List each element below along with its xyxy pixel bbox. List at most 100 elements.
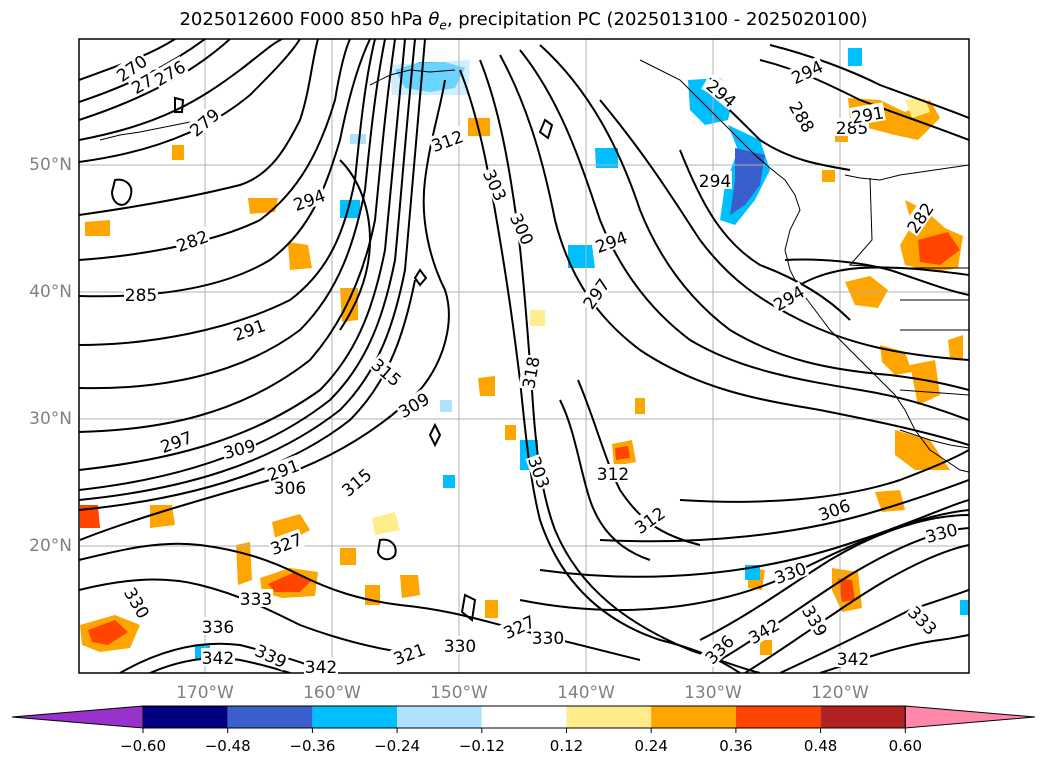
colorbar-tick-label: −0.36 bbox=[289, 737, 336, 755]
colorbar-bin bbox=[397, 706, 482, 728]
colorbar-bin bbox=[312, 706, 398, 728]
contour-label-bg bbox=[591, 226, 631, 256]
contour-label-bg bbox=[150, 56, 189, 89]
contour-label-bg bbox=[156, 426, 196, 456]
contour-label-bg bbox=[124, 285, 158, 303]
colorbar-bin bbox=[820, 706, 906, 728]
contour-label-bg bbox=[394, 388, 433, 421]
contour-label: 288 bbox=[784, 98, 818, 136]
contour-label: 285 bbox=[125, 286, 157, 306]
colorbar-over-extend bbox=[904, 705, 1036, 729]
contour-label: 342 bbox=[305, 658, 337, 678]
contour-label: 312 bbox=[597, 465, 629, 485]
contour-label-bg bbox=[786, 97, 819, 136]
contour-label-bg bbox=[849, 102, 886, 126]
coastline bbox=[99, 59, 969, 473]
contour-label-bg bbox=[239, 589, 273, 607]
colorbar bbox=[11, 705, 1036, 733]
contour-label-bg bbox=[700, 630, 738, 668]
contour-label-bg bbox=[427, 125, 467, 155]
colorbar-tick-label: 0.24 bbox=[634, 737, 668, 755]
contour-label: 330 bbox=[532, 629, 564, 649]
contour-label: 282 bbox=[174, 227, 211, 257]
contour-label-bg bbox=[836, 649, 870, 667]
colorbar-bin bbox=[735, 706, 821, 728]
theta-e-contours bbox=[79, 39, 969, 673]
contour-label: 309 bbox=[395, 389, 433, 423]
lat-label-50n: 50°N bbox=[29, 155, 72, 175]
contour-label: 294 bbox=[770, 282, 808, 316]
contour-label: 315 bbox=[338, 465, 376, 501]
precipitation-negative-shading bbox=[195, 48, 969, 660]
contour-label-bg bbox=[443, 636, 477, 654]
contour-label-bg bbox=[596, 464, 630, 482]
contour-label-bg bbox=[770, 557, 810, 587]
contour-label: 279 bbox=[186, 105, 224, 141]
colorbar-bin bbox=[651, 706, 736, 728]
contour-label: 306 bbox=[816, 496, 853, 526]
lon-label-170w: 170°W bbox=[176, 683, 234, 703]
map-title: 2025012600 F000 850 hPa θe, precipitatio… bbox=[179, 9, 868, 33]
contour-label: 306 bbox=[274, 479, 306, 499]
contour-label-bg bbox=[337, 463, 375, 500]
contour-label-bg bbox=[769, 281, 808, 314]
colorbar-under-extend bbox=[11, 705, 144, 729]
lon-label-120w: 120°W bbox=[811, 683, 869, 703]
lon-label-140w: 140°W bbox=[557, 683, 615, 703]
colorbar-tick-label: 0.12 bbox=[549, 737, 584, 755]
contour-label-bg bbox=[902, 198, 937, 237]
contour-label: 297 bbox=[580, 275, 615, 313]
contour-label-bg bbox=[630, 502, 669, 537]
contour-label-bg bbox=[525, 452, 555, 492]
contour-label-bg bbox=[201, 648, 235, 666]
contour-label-bg bbox=[185, 103, 223, 140]
contour-label-bg bbox=[518, 354, 542, 391]
contour-label-bg bbox=[814, 494, 854, 524]
lat-label-40n: 40°N bbox=[29, 282, 72, 302]
contour-label-bg bbox=[263, 454, 303, 484]
contour-label: 330 bbox=[119, 584, 153, 622]
contour-label: 297 bbox=[158, 428, 195, 458]
contour-label: 294 bbox=[291, 186, 328, 216]
contour-label: 330 bbox=[923, 520, 960, 548]
contour-label-bg bbox=[112, 50, 151, 85]
contour-label-bg bbox=[266, 528, 306, 558]
contour-label: 315 bbox=[367, 355, 405, 391]
contour-label: 294 bbox=[593, 228, 630, 258]
contour-label-bg bbox=[698, 171, 732, 189]
colorbar-tick-label: −0.60 bbox=[120, 737, 166, 755]
contour-label-bg bbox=[121, 583, 154, 622]
contour-label-bg bbox=[922, 519, 960, 546]
contour-label: 312 bbox=[631, 504, 669, 539]
colorbar-frame bbox=[142, 705, 906, 729]
lon-label-150w: 150°W bbox=[430, 683, 488, 703]
contour-label-bg bbox=[531, 628, 565, 646]
contour-label-bg bbox=[289, 184, 329, 214]
contour-label-bg bbox=[273, 478, 307, 496]
contour-label-bg bbox=[201, 617, 235, 635]
lat-label-20n: 20°N bbox=[29, 536, 72, 556]
contour-label-bg bbox=[499, 610, 538, 642]
colorbar-tick-label: 0.60 bbox=[888, 737, 922, 755]
contour-label-bg bbox=[304, 657, 338, 675]
contour-label-bg bbox=[744, 614, 783, 647]
contour-label-bg bbox=[578, 274, 613, 313]
colorbar-tick-label: −0.24 bbox=[374, 737, 421, 755]
contour-label-bg bbox=[389, 638, 429, 668]
colorbar-bin bbox=[566, 706, 652, 728]
contour-label-bg bbox=[229, 314, 269, 344]
colorbar-bin bbox=[143, 706, 228, 728]
contour-label-bg bbox=[368, 353, 406, 390]
contour-label-bg bbox=[904, 601, 942, 639]
contour-label-bg bbox=[703, 74, 741, 111]
colorbar-bin bbox=[227, 706, 313, 728]
contour-label: 333 bbox=[240, 590, 272, 610]
contour-label-bg bbox=[799, 601, 832, 640]
lon-label-130w: 130°W bbox=[684, 683, 742, 703]
contour-label-bg bbox=[787, 55, 826, 87]
colorbar-tick-label: 0.36 bbox=[719, 737, 753, 755]
contour-label: 342 bbox=[837, 650, 869, 670]
contour-label-bg bbox=[252, 639, 291, 671]
colorbar-bin bbox=[481, 706, 567, 728]
